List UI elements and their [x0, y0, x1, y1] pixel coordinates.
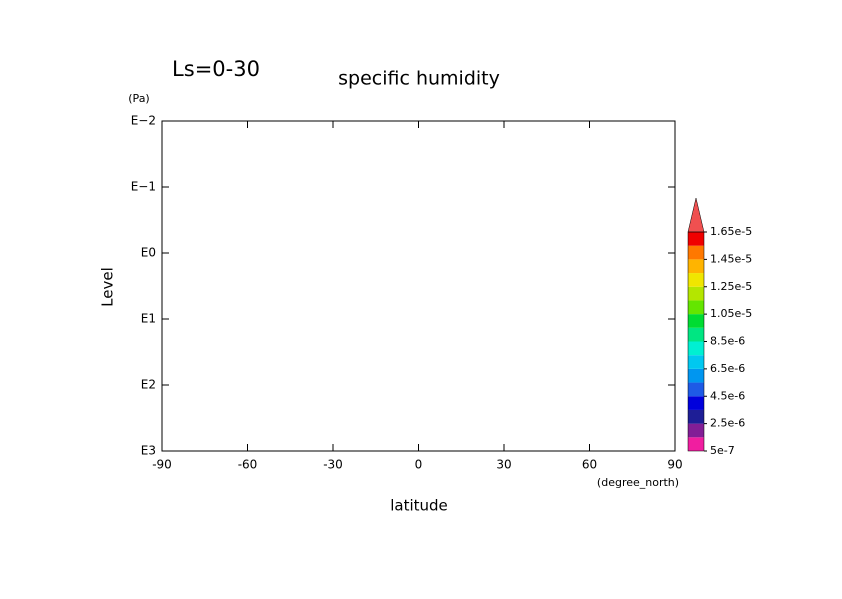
colorbar-box [688, 382, 704, 397]
colorbar-label: 8.5e-6 [710, 335, 745, 348]
colorbar-label: 1.25e-5 [710, 280, 752, 293]
x-tick-label: 60 [582, 458, 597, 472]
colorbar-label: 1.05e-5 [710, 307, 752, 320]
colorbar-box [688, 355, 704, 369]
colorbar-label: 1.45e-5 [710, 252, 752, 265]
colorbar-box [688, 368, 704, 383]
x-unit: (degree_north) [597, 476, 679, 489]
y-axis-label: Level [99, 267, 117, 307]
colorbar-box [688, 273, 704, 287]
x-tick-label: -30 [323, 458, 343, 472]
annotation: Ls=0-30 [172, 57, 260, 81]
colorbar-box [688, 259, 704, 274]
y-tick-label: E−1 [131, 180, 156, 194]
x-axis-label: latitude [390, 497, 448, 515]
colorbar-box [688, 327, 704, 342]
y-tick-label: E3 [141, 444, 156, 458]
colorbar-label: 2.5e-6 [710, 417, 745, 430]
colorbar-box [688, 437, 704, 451]
y-tick-label: E1 [141, 312, 156, 326]
x-tick-label: 30 [496, 458, 511, 472]
colorbar-label: 4.5e-6 [710, 389, 745, 402]
colorbar-box [688, 245, 704, 260]
colorbar-box [688, 341, 704, 356]
colorbar-label: 1.65e-5 [710, 225, 752, 238]
colorbar-label: 6.5e-6 [710, 362, 745, 375]
colorbar-box [688, 286, 704, 301]
y-unit: (Pa) [128, 92, 149, 105]
x-tick-label: 90 [667, 458, 682, 472]
x-tick-label: -60 [238, 458, 258, 472]
colorbar-box [688, 300, 704, 315]
colorbar-box [688, 396, 704, 410]
y-tick-label: E2 [141, 378, 156, 392]
colorbar-box [688, 232, 704, 246]
x-tick-label: -90 [152, 458, 172, 472]
colorbar-box [688, 314, 704, 328]
colorbar-box [688, 423, 704, 438]
colorbar-box [688, 409, 704, 424]
chart-title: specific humidity [338, 68, 500, 90]
colorbar-label: 5e-7 [710, 444, 735, 457]
y-tick-label: E0 [141, 246, 156, 260]
y-tick-label: E−2 [131, 114, 156, 128]
x-tick-label: 0 [415, 458, 423, 472]
